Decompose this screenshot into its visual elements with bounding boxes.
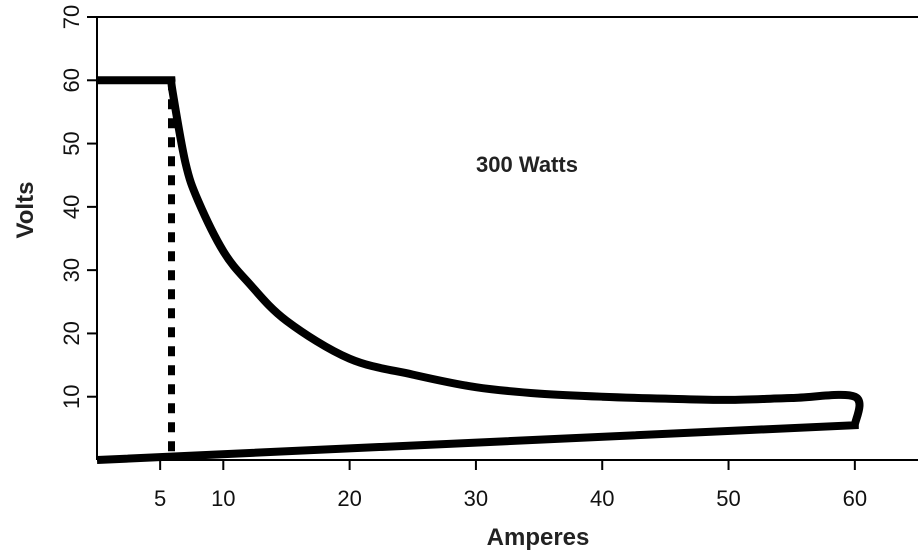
series-layer — [96, 76, 864, 464]
y-tick-label-20: 20 — [59, 321, 84, 345]
y-tick-label-60: 60 — [59, 68, 84, 92]
y-tick-label-50: 50 — [59, 131, 84, 155]
annotation-300-watts: 300 Watts — [476, 152, 578, 177]
x-tick-label-5: 5 — [154, 486, 166, 511]
x-tick-label-50: 50 — [716, 486, 740, 511]
x-tick-label-10: 10 — [211, 486, 235, 511]
y-tick-label-70: 70 — [59, 5, 84, 29]
x-axis-title: Amperes — [487, 524, 590, 551]
x-tick-label-30: 30 — [464, 486, 488, 511]
axes — [96, 16, 918, 461]
y-tick-label-30: 30 — [59, 258, 84, 282]
operating-envelope-line — [96, 76, 864, 464]
x-tick-label-40: 40 — [590, 486, 614, 511]
y-tick-label-10: 10 — [59, 384, 84, 408]
y-tick-label-40: 40 — [59, 195, 84, 219]
ticks: 5 10 20 30 40 50 60 10 20 30 40 50 60 70 — [59, 5, 867, 511]
y-axis-title: Volts — [12, 182, 39, 239]
x-tick-label-20: 20 — [337, 486, 361, 511]
x-tick-label-60: 60 — [843, 486, 867, 511]
